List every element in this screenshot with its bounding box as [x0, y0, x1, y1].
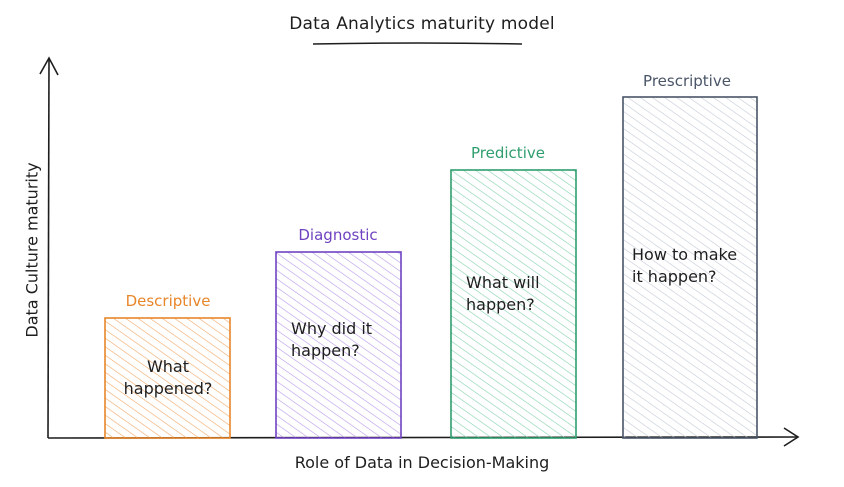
- stage-question-descriptive: What happened?: [123, 357, 213, 398]
- stage-question-diagnostic: Why did it happen?: [291, 319, 373, 360]
- stage-bar-descriptive: [104, 317, 231, 439]
- stage-title-descriptive: Descriptive: [125, 292, 211, 310]
- x-axis-label: Role of Data in Decision-Making: [294, 453, 550, 472]
- stage-bar-diagnostic: [275, 251, 402, 439]
- stage-question-predictive: What will happen?: [466, 273, 540, 314]
- stage-bar-predictive: [450, 169, 577, 439]
- stage-question-prescriptive: How to make it happen?: [632, 245, 738, 286]
- stage-title-prescriptive: Prescriptive: [643, 72, 731, 90]
- stage-bar-prescriptive: [622, 96, 758, 439]
- title-underline: [312, 42, 523, 45]
- diagram-title: Data Analytics maturity model: [289, 14, 555, 34]
- x-axis-arrowhead: [783, 427, 800, 447]
- stage-title-diagnostic: Diagnostic: [298, 226, 378, 244]
- stage-title-predictive: Predictive: [471, 144, 545, 162]
- y-axis-label: Data Culture maturity: [22, 162, 42, 338]
- y-axis-arrowhead: [39, 56, 59, 76]
- y-axis: [47, 57, 50, 439]
